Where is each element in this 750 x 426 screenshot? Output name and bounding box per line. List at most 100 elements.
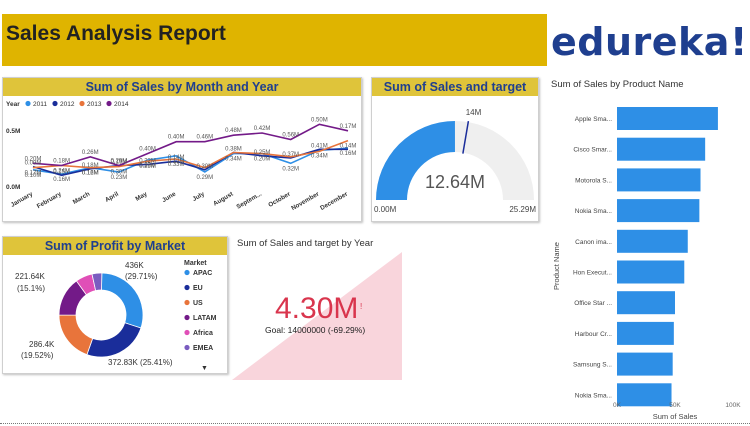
- data-label: 0.17M: [340, 124, 357, 130]
- donut-slice-apac[interactable]: [101, 272, 144, 329]
- data-label: 0.32M: [282, 166, 299, 172]
- data-label: 0.09M: [25, 161, 42, 167]
- x-tick-label: June: [161, 190, 178, 204]
- gauge-target-marker: [462, 121, 470, 154]
- x-tick-label: March: [72, 191, 92, 206]
- legend-label-latam[interactable]: LATAM: [193, 315, 217, 322]
- data-label: 0.33M: [168, 162, 185, 168]
- kpi-warning-mark: !: [360, 302, 363, 311]
- data-label: 0.29M: [111, 159, 128, 165]
- bar[interactable]: [617, 291, 675, 315]
- series-line-2013[interactable]: [32, 139, 349, 169]
- data-label: 0.48M: [225, 128, 242, 134]
- x-tick-label: Septem...: [235, 191, 263, 211]
- data-label: 0.18M: [53, 159, 70, 165]
- data-label: 0.22M: [139, 158, 156, 164]
- bar[interactable]: [617, 352, 673, 376]
- bar[interactable]: [617, 137, 706, 161]
- y-tick-label: Office Star ...: [574, 300, 612, 307]
- y-tick-label: Hon Execut...: [573, 270, 612, 277]
- x-tick-label: 50K: [669, 402, 681, 409]
- y-tick-label: Nokia Sma...: [575, 208, 612, 215]
- donut-slice-emea[interactable]: [91, 272, 103, 292]
- y-tick-label: Motorola S...: [575, 177, 612, 184]
- legend-label-2013[interactable]: 2013: [87, 101, 102, 108]
- product-x-axis-title: Sum of Sales: [653, 412, 698, 421]
- legend-marker-2013[interactable]: [79, 100, 85, 107]
- slice-label-us-pct: (19.52%): [21, 351, 54, 360]
- legend-marker-emea[interactable]: [184, 344, 190, 351]
- y-tick-label: Canon ima...: [575, 239, 612, 246]
- donut-slice-eu[interactable]: [86, 322, 142, 358]
- data-label: 0.56M: [282, 133, 299, 139]
- legend-marker-2012[interactable]: [52, 100, 58, 107]
- profit-by-market-title: Sum of Profit by Market: [3, 237, 227, 255]
- data-label: 0.19M: [111, 160, 128, 166]
- logo-box: [549, 14, 739, 66]
- data-label: 0.34M: [311, 153, 328, 159]
- x-tick-label: April: [104, 191, 120, 204]
- y-tick-label: 0.5M: [6, 128, 20, 135]
- x-tick-label: August: [212, 190, 235, 207]
- legend-marker-2014[interactable]: [106, 100, 112, 107]
- y-tick-label: Nokia Sma...: [575, 392, 612, 399]
- donut-slice-us[interactable]: [58, 314, 94, 356]
- legend-label-2014[interactable]: 2014: [114, 101, 129, 108]
- page-bottom-divider: [0, 423, 750, 424]
- report-title: Sales Analysis Report: [6, 22, 226, 45]
- legend-label-apac[interactable]: APAC: [193, 270, 212, 277]
- sales-by-month-chart: Year 2011 2012 2013 2014 0.5M 0.0M 0.20M 0.1…: [6, 100, 357, 212]
- series-line-2012[interactable]: [32, 148, 348, 177]
- kpi-value: 4.30M: [275, 292, 359, 325]
- data-label: 0.20M: [25, 156, 42, 162]
- data-label: 0.23M: [111, 175, 128, 181]
- sales-target-by-year-panel[interactable]: Sum of Sales and target by Year 4.30M ! …: [232, 236, 404, 382]
- data-label: 0.29M: [139, 164, 156, 170]
- x-tick-label: 0K: [613, 402, 622, 409]
- bar[interactable]: [617, 229, 688, 253]
- legend-scroll-down-icon[interactable]: ▼: [201, 365, 208, 372]
- legend-marker-eu[interactable]: [184, 284, 190, 291]
- bar[interactable]: [617, 260, 685, 284]
- y-tick-label: Apple Sma...: [575, 116, 612, 123]
- legend-label-us[interactable]: US: [193, 300, 203, 307]
- bar[interactable]: [617, 107, 718, 130]
- data-label: 0.16M: [82, 171, 99, 177]
- sales-target-gauge-title: Sum of Sales and target: [372, 78, 538, 96]
- data-label: 0.14M: [168, 155, 185, 161]
- legend-marker-africa[interactable]: [184, 329, 190, 336]
- sales-by-product-panel[interactable]: Sum of Sales by Product Name Product Nam…: [545, 76, 745, 424]
- sales-by-product-title: Sum of Sales by Product Name: [551, 79, 684, 90]
- data-label: 0.14M: [340, 143, 357, 149]
- data-label: 0.38M: [225, 147, 242, 153]
- legend-label-2011[interactable]: 2011: [33, 101, 47, 108]
- data-label: 0.50M: [311, 117, 328, 123]
- legend-label-eu[interactable]: EU: [193, 285, 203, 292]
- sales-target-gauge-panel[interactable]: Sum of Sales and target 14M 12.64M 0.00M…: [371, 77, 539, 222]
- x-tick-label: January: [10, 190, 35, 208]
- legend-marker-apac[interactable]: [184, 269, 190, 276]
- kpi-goal: Goal: 14000000 (-69.29%): [265, 325, 366, 335]
- legend-marker-2011[interactable]: [25, 100, 31, 107]
- bar[interactable]: [617, 168, 701, 192]
- data-label: 0.10M: [25, 173, 42, 179]
- legend-label-emea[interactable]: EMEA: [193, 345, 213, 352]
- legend-marker-latam[interactable]: [184, 314, 190, 321]
- bar[interactable]: [617, 321, 674, 345]
- x-tick-label: 100K: [725, 402, 741, 409]
- profit-by-market-panel[interactable]: Sum of Profit by Market 436K (29.71%) 37…: [2, 236, 228, 374]
- data-label: 0.30M: [196, 164, 213, 170]
- report-title-bar: [2, 14, 547, 66]
- profit-by-market-chart: 436K (29.71%) 372.83K (25.41%) 286.4K (1…: [15, 260, 217, 372]
- data-label: 0.42M: [254, 126, 271, 132]
- legend-label-africa[interactable]: Africa: [193, 330, 213, 337]
- slice-label-us: 286.4K: [29, 340, 55, 349]
- bar[interactable]: [617, 199, 700, 223]
- sales-target-gauge: 14M 12.64M 0.00M 25.29M: [374, 108, 536, 214]
- legend-label-2012[interactable]: 2012: [60, 101, 75, 108]
- sales-by-month-panel[interactable]: Sum of Sales by Month and Year Year 2011…: [2, 77, 362, 222]
- legend-marker-us[interactable]: [184, 299, 190, 306]
- bar[interactable]: [617, 383, 672, 407]
- x-tick-label: October: [267, 190, 292, 208]
- series-line-2014[interactable]: [32, 123, 349, 167]
